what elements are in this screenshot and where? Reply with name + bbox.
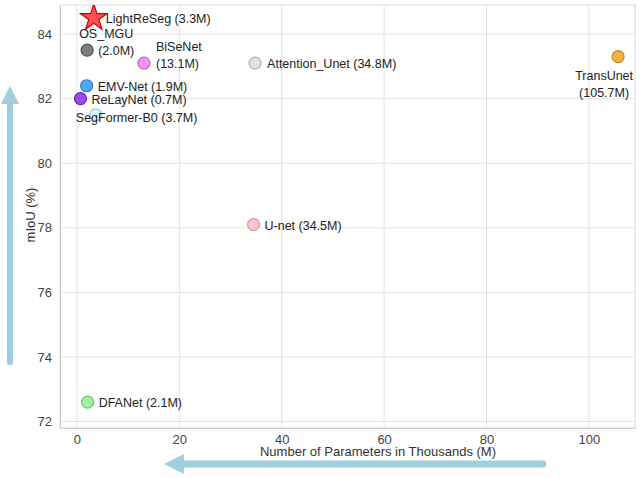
point-label: BiSeNet (13.1M) <box>156 40 202 71</box>
point-label-line: ReLayNet (0.7M) <box>91 93 186 107</box>
axis-arrows <box>1 86 543 474</box>
point-label-line: EMV-Net (1.9M) <box>98 80 188 94</box>
grid-line-y <box>60 421 635 422</box>
x-arrow-head <box>164 454 184 474</box>
grid-line-y <box>60 227 635 228</box>
point-labels: LightReSeg (3.3M)OS_MGU (2.0M) BiSeNet (13.… <box>76 12 634 410</box>
y-tick-label: 80 <box>38 156 52 171</box>
point-label-line: OS_MGU <box>79 27 133 41</box>
point-label: LightReSeg (3.3M) <box>106 12 211 26</box>
point-label: TransUnet (105.7M) <box>575 69 633 100</box>
y-tick: 74 <box>38 350 60 365</box>
point-label: OS_MGU (2.0M) <box>79 27 134 58</box>
x-tick: 0 <box>74 428 81 447</box>
grid-line-y <box>60 292 635 293</box>
x-arrow-shaft <box>180 461 543 468</box>
point-label-line: DFANet (2.1M) <box>99 396 182 410</box>
y-tick-label: 72 <box>38 414 52 429</box>
point-label-line: SegFormer-B0 (3.7M) <box>76 111 198 125</box>
point <box>81 44 93 56</box>
x-axis-line <box>61 428 636 429</box>
point <box>81 80 93 92</box>
x-tick: 100 <box>579 428 601 447</box>
point-label-line: LightReSeg (3.3M) <box>106 12 211 26</box>
point-label: U-net (34.5M) <box>265 219 342 233</box>
y-tick: 78 <box>38 220 60 235</box>
grid-line-y <box>60 34 635 35</box>
x-tick-label: 0 <box>74 432 81 447</box>
x-tick-label: 100 <box>579 432 601 447</box>
point-label: ReLayNet (0.7M) <box>91 93 186 107</box>
point-label-line: BiSeNet <box>156 40 202 54</box>
x-axis-title: Number of Parameters in Thousands (M) <box>260 444 496 459</box>
point-label-line: (2.0M) <box>98 44 134 58</box>
y-tick: 80 <box>38 156 60 171</box>
grid-line-y <box>60 163 635 164</box>
y-axis-title: mIoU (%) <box>23 188 38 243</box>
grid-line-x <box>486 5 487 428</box>
y-axis-line <box>60 6 61 429</box>
point <box>82 396 94 408</box>
point-label: DFANet (2.1M) <box>99 396 182 410</box>
y-tick: 72 <box>38 414 60 429</box>
y-axis: 72 74 76 78 80 82 84 <box>38 6 61 430</box>
y-arrow-head <box>1 86 19 104</box>
y-tick-label: 74 <box>38 350 52 365</box>
point-label: Attention_Unet (34.8M) <box>267 57 396 71</box>
point <box>612 51 624 63</box>
grid-line-x <box>76 5 77 428</box>
x-tick: 20 <box>173 428 187 447</box>
y-tick-label: 78 <box>38 220 52 235</box>
y-tick-label: 84 <box>38 27 52 42</box>
point-label-line: TransUnet <box>575 69 633 83</box>
point <box>138 57 150 69</box>
grid <box>60 5 635 428</box>
chart: 02040608010072747678808284Number of Para… <box>0 0 640 478</box>
point <box>80 5 107 29</box>
grid-line-y <box>60 356 635 357</box>
y-tick: 76 <box>38 285 60 300</box>
y-arrow-shaft <box>7 100 13 362</box>
y-tick: 82 <box>38 91 60 106</box>
point-label: SegFormer-B0 (3.7M) <box>76 111 198 125</box>
point <box>248 219 260 231</box>
point-label-line: (13.1M) <box>156 57 199 71</box>
point-label: EMV-Net (1.9M) <box>98 80 188 94</box>
point-label-line: (105.7M) <box>579 86 629 100</box>
y-tick-label: 82 <box>38 91 52 106</box>
y-tick: 84 <box>38 27 60 42</box>
marks <box>74 5 624 408</box>
point-label-line: Attention_Unet (34.8M) <box>267 57 396 71</box>
point <box>74 93 86 105</box>
point <box>249 57 261 69</box>
y-tick-label: 76 <box>38 285 52 300</box>
plot-frame <box>60 5 635 428</box>
x-tick-label: 20 <box>173 432 187 447</box>
point-label-line: U-net (34.5M) <box>265 219 342 233</box>
